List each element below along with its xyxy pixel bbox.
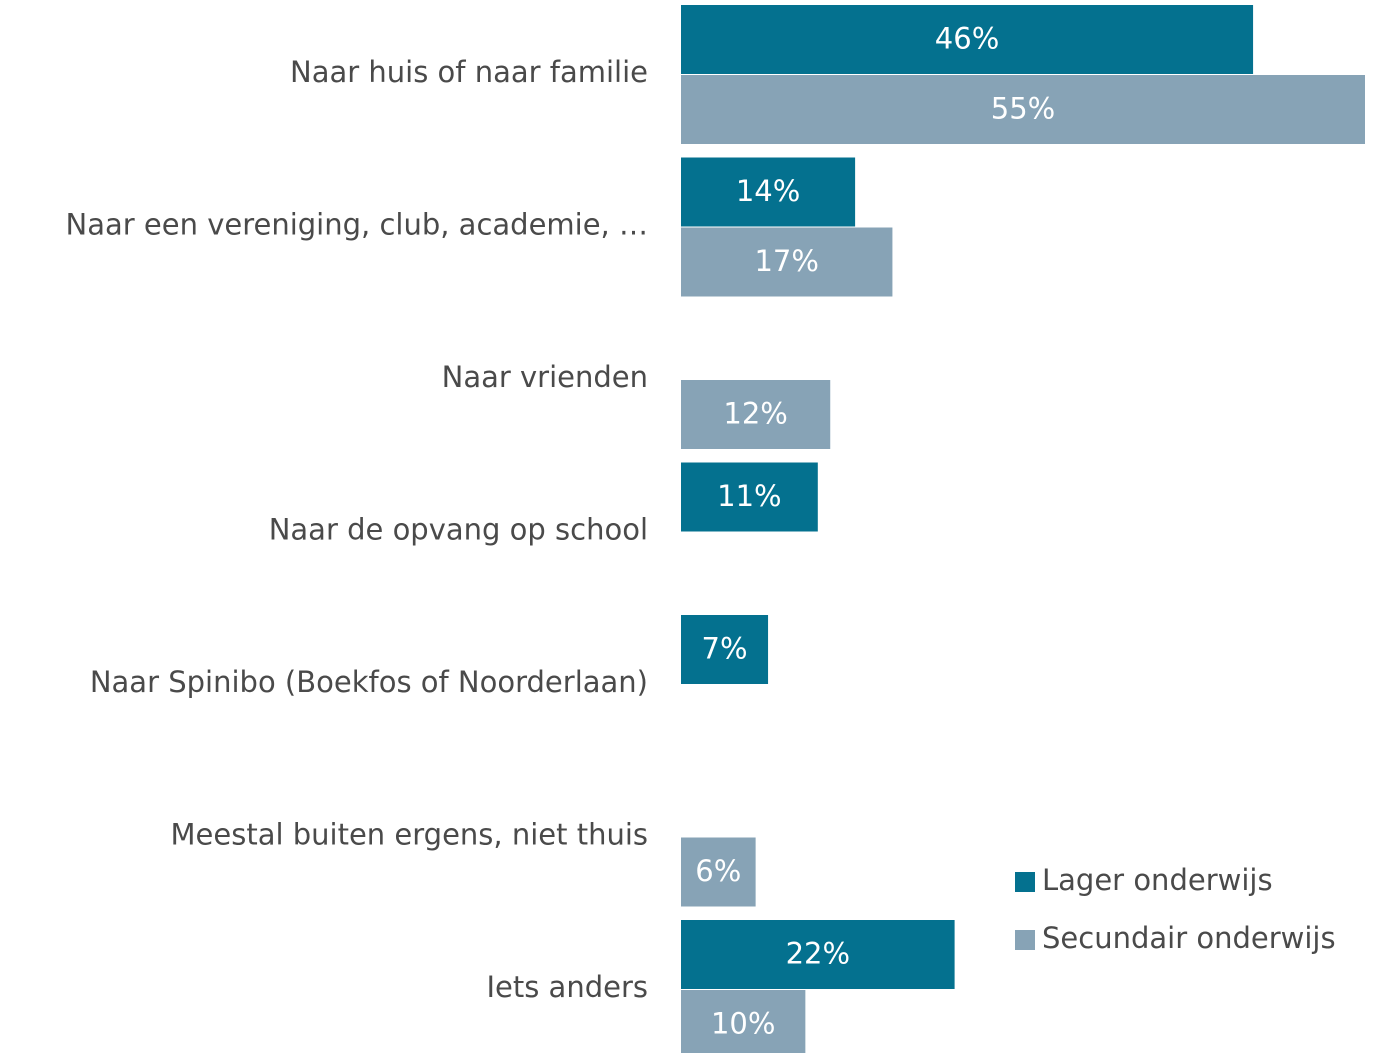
value-label: 14% (736, 174, 800, 208)
legend-label: Lager onderwijs (1042, 863, 1273, 897)
value-label: 55% (991, 92, 1055, 126)
value-label: 7% (702, 632, 748, 666)
bar (681, 462, 818, 532)
value-label: 17% (754, 244, 818, 278)
bar (681, 990, 806, 1053)
value-label: 10% (711, 1007, 775, 1041)
bar (681, 227, 893, 297)
bar (681, 157, 856, 227)
bar (681, 920, 955, 989)
category-label: Iets anders (486, 970, 648, 1004)
bar (681, 837, 756, 907)
bar (681, 615, 769, 684)
category-label: Naar huis of naar familie (290, 55, 648, 89)
bar (681, 75, 1365, 144)
value-label: 12% (723, 397, 787, 431)
legend-label: Secundair onderwijs (1042, 921, 1336, 955)
category-label: Meestal buiten ergens, niet thuis (171, 818, 648, 852)
bar (681, 5, 1254, 74)
legend-swatch (1015, 872, 1035, 892)
bar (681, 380, 831, 449)
value-label: 11% (717, 479, 781, 513)
value-label: 46% (935, 22, 999, 56)
category-label: Naar Spinibo (Boekfos of Noorderlaan) (90, 665, 648, 699)
category-label: Naar de opvang op school (269, 513, 648, 547)
category-label: Naar vrienden (442, 360, 648, 394)
value-label: 6% (695, 854, 741, 888)
category-label: Naar een vereniging, club, academie, … (66, 208, 648, 242)
value-label: 22% (786, 937, 850, 971)
legend-swatch (1015, 930, 1035, 950)
